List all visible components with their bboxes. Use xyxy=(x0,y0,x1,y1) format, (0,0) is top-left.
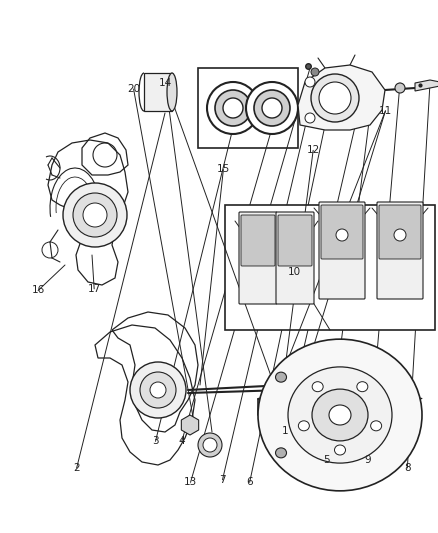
Text: 4: 4 xyxy=(178,437,185,446)
FancyBboxPatch shape xyxy=(239,212,277,304)
Text: 6: 6 xyxy=(246,478,253,487)
Circle shape xyxy=(394,229,406,241)
Text: 10: 10 xyxy=(288,267,301,277)
Circle shape xyxy=(198,433,222,457)
FancyBboxPatch shape xyxy=(321,205,363,259)
Ellipse shape xyxy=(298,421,309,431)
Circle shape xyxy=(319,82,351,114)
Polygon shape xyxy=(298,65,385,130)
Circle shape xyxy=(130,362,186,418)
Circle shape xyxy=(73,193,117,237)
Circle shape xyxy=(311,74,359,122)
Circle shape xyxy=(140,372,176,408)
Ellipse shape xyxy=(258,339,422,491)
Circle shape xyxy=(215,90,251,126)
Text: 16: 16 xyxy=(32,286,45,295)
Ellipse shape xyxy=(312,389,368,441)
Circle shape xyxy=(203,438,217,452)
Circle shape xyxy=(395,83,405,93)
Circle shape xyxy=(207,82,259,134)
Text: 8: 8 xyxy=(404,463,411,473)
Circle shape xyxy=(246,82,298,134)
Ellipse shape xyxy=(276,372,286,382)
Text: 1: 1 xyxy=(281,426,288,435)
Circle shape xyxy=(223,98,243,118)
FancyBboxPatch shape xyxy=(241,215,275,266)
Text: 5: 5 xyxy=(323,455,330,465)
Text: 14: 14 xyxy=(159,78,172,87)
Circle shape xyxy=(150,382,166,398)
Ellipse shape xyxy=(288,367,392,463)
Circle shape xyxy=(83,203,107,227)
Text: 20: 20 xyxy=(127,84,140,94)
Circle shape xyxy=(336,229,348,241)
Ellipse shape xyxy=(276,448,286,458)
Circle shape xyxy=(262,98,282,118)
FancyBboxPatch shape xyxy=(276,212,314,304)
FancyBboxPatch shape xyxy=(377,202,423,299)
Bar xyxy=(198,68,298,148)
FancyBboxPatch shape xyxy=(379,205,421,259)
Ellipse shape xyxy=(312,382,323,392)
Text: 12: 12 xyxy=(307,146,320,155)
FancyBboxPatch shape xyxy=(278,215,312,266)
Bar xyxy=(225,205,435,330)
Bar xyxy=(144,73,172,111)
Text: 11: 11 xyxy=(379,106,392,116)
Circle shape xyxy=(305,77,315,87)
Ellipse shape xyxy=(329,405,351,425)
Text: 3: 3 xyxy=(152,437,159,446)
Polygon shape xyxy=(415,80,438,91)
Circle shape xyxy=(254,90,290,126)
FancyBboxPatch shape xyxy=(319,202,365,299)
Text: 9: 9 xyxy=(364,455,371,465)
Ellipse shape xyxy=(335,445,346,455)
Text: 15: 15 xyxy=(217,165,230,174)
Ellipse shape xyxy=(357,382,368,392)
Text: 17: 17 xyxy=(88,284,101,294)
Ellipse shape xyxy=(371,421,381,431)
Text: 2: 2 xyxy=(73,463,80,473)
Ellipse shape xyxy=(167,73,177,111)
Text: 7: 7 xyxy=(219,475,226,484)
Circle shape xyxy=(311,68,319,76)
Text: 13: 13 xyxy=(184,478,197,487)
Circle shape xyxy=(305,113,315,123)
Circle shape xyxy=(63,183,127,247)
